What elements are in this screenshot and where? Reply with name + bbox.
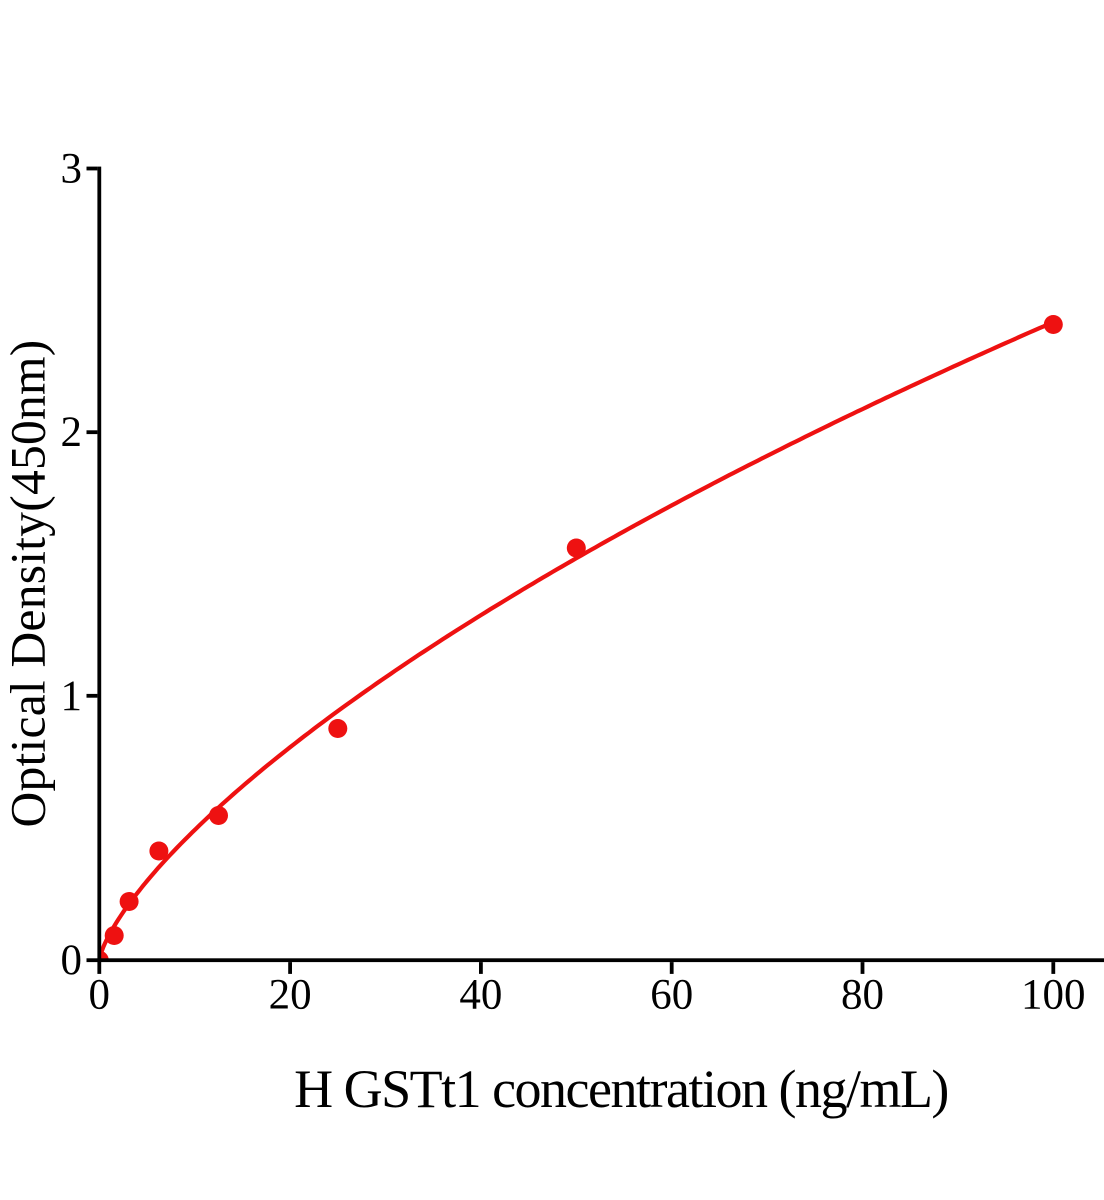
svg-text:3: 3 xyxy=(61,146,83,193)
svg-text:80: 80 xyxy=(841,971,884,1018)
svg-text:1: 1 xyxy=(61,673,83,720)
svg-text:H GSTt1 concentration (ng/mL): H GSTt1 concentration (ng/mL) xyxy=(294,1059,948,1119)
svg-text:0: 0 xyxy=(89,971,111,1018)
svg-text:20: 20 xyxy=(269,971,312,1018)
svg-text:60: 60 xyxy=(650,971,693,1018)
svg-text:Optical Density(450nm): Optical Density(450nm) xyxy=(0,339,55,827)
svg-text:40: 40 xyxy=(459,971,502,1018)
svg-text:0: 0 xyxy=(61,937,83,984)
svg-text:100: 100 xyxy=(1021,971,1086,1018)
svg-text:2: 2 xyxy=(61,409,83,456)
